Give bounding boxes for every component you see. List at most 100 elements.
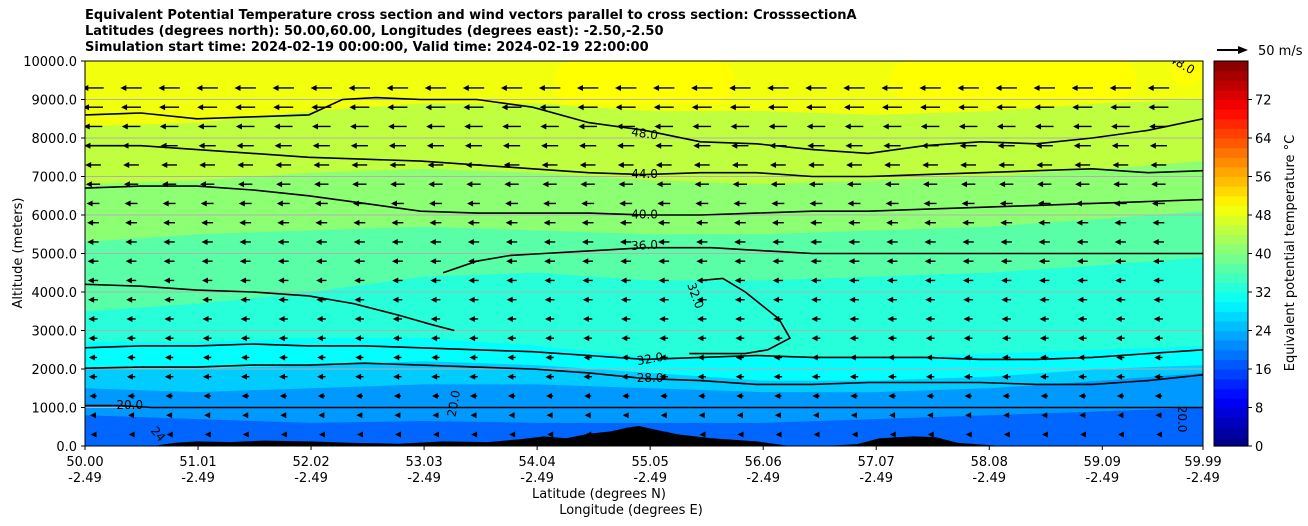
wind-vector-head	[1115, 296, 1122, 303]
wind-vector-head	[1079, 412, 1086, 419]
wind-vector-head	[203, 392, 210, 399]
contour-label: 40.0	[631, 208, 658, 222]
wind-vector-head	[774, 392, 781, 399]
wind-vector-head	[1155, 412, 1162, 419]
wind-vector-head	[505, 238, 512, 245]
wind-vector-head	[165, 392, 172, 399]
wind-vector-head	[430, 315, 437, 322]
wind-vector-head	[201, 238, 208, 245]
wind-vector-head	[238, 200, 245, 207]
wind-vector-head	[1153, 258, 1160, 265]
wind-vector-head	[1147, 84, 1154, 91]
wind-vector-head	[279, 354, 286, 361]
wind-vector-head	[995, 84, 1002, 91]
wind-vector-head	[767, 104, 774, 111]
wind-vector-head	[695, 200, 702, 207]
wind-vector-head	[887, 373, 894, 380]
wind-vector-head	[543, 219, 550, 226]
wind-vector-head	[849, 315, 856, 322]
colorbar-level	[1214, 176, 1248, 187]
wind-vector-head	[622, 412, 629, 419]
wind-vector-head	[620, 258, 627, 265]
wind-vector-head	[844, 123, 851, 130]
wind-vector-head	[353, 219, 360, 226]
quiver-key: 50 m/s	[1217, 44, 1303, 59]
wind-vector-head	[811, 315, 818, 322]
wind-vector-head	[773, 315, 780, 322]
wind-vector-head	[87, 277, 94, 284]
wind-vector-head	[735, 354, 742, 361]
wind-vector-head	[621, 315, 628, 322]
wind-vector-head	[239, 219, 246, 226]
wind-vector-head	[1150, 161, 1157, 168]
wind-vector-head	[887, 315, 894, 322]
wind-vector-head	[543, 238, 550, 245]
y-axis-label: Altitude (meters)	[11, 198, 26, 309]
y-tick-label: 8000.0	[32, 132, 78, 147]
wind-vector-head	[843, 84, 850, 91]
wind-vector-head	[808, 181, 815, 188]
wind-vector-head	[583, 354, 590, 361]
wind-vector-head	[808, 161, 815, 168]
wind-vector-head	[277, 238, 284, 245]
wind-vector-head	[164, 335, 171, 342]
wind-vector-head	[1149, 142, 1156, 149]
wind-vector-head	[545, 392, 552, 399]
wind-vector-head	[202, 373, 209, 380]
wind-vector-head	[87, 238, 94, 245]
wind-vector-head	[164, 373, 171, 380]
x-tick-label-lat: 55.05	[632, 455, 669, 470]
contour-line-20.0	[85, 404, 1203, 409]
wind-vector-head	[812, 392, 819, 399]
wind-vector-head	[691, 84, 698, 91]
wind-vector-head	[658, 258, 665, 265]
wind-vector-head	[849, 296, 856, 303]
wind-vector-head	[1154, 354, 1161, 361]
wind-vector-head	[85, 181, 92, 188]
wind-vector-head	[1077, 296, 1084, 303]
wind-vector-head	[1154, 335, 1161, 342]
wind-vector-head	[920, 104, 927, 111]
wind-vector-head	[467, 200, 474, 207]
x-tick-label-lon: -2.49	[1085, 471, 1119, 486]
wind-vector-head	[310, 84, 317, 91]
contour-label: 36.0	[631, 238, 658, 253]
wind-vector-head	[1003, 431, 1010, 438]
wind-vector-head	[387, 104, 394, 111]
wind-vector-head	[926, 392, 933, 399]
wind-vector-head	[698, 392, 705, 399]
wind-vector-head	[503, 161, 510, 168]
wind-vector-head	[464, 142, 471, 149]
wind-vector-head	[699, 431, 706, 438]
wind-vector-head	[768, 123, 775, 130]
wind-vector-head	[736, 412, 743, 419]
wind-vector-head	[355, 354, 362, 361]
wind-vector-head	[240, 277, 247, 284]
colorbar-level	[1214, 340, 1248, 351]
colorbar-tick-label: 48	[1255, 209, 1272, 224]
colorbar-tick-label: 56	[1255, 171, 1272, 186]
wind-vector-head	[886, 238, 893, 245]
wind-vector-head	[1038, 258, 1045, 265]
wind-vector-head	[202, 277, 209, 284]
wind-vector-head	[1002, 392, 1009, 399]
wind-vector-head	[692, 123, 699, 130]
wind-vector-head	[1113, 200, 1120, 207]
wind-vector-head	[773, 296, 780, 303]
theta-patch-1	[890, 61, 1137, 100]
wind-vector-head	[996, 123, 1003, 130]
wind-vector-head	[621, 373, 628, 380]
wind-vector-head	[734, 296, 741, 303]
x-tick-label-lat: 58.08	[971, 455, 1008, 470]
y-tick-label: 3000.0	[32, 325, 78, 340]
theta-patch-0	[555, 61, 735, 104]
contour-line-44.0	[85, 144, 1203, 178]
wind-vector-head	[659, 335, 666, 342]
wind-vector-head	[539, 104, 546, 111]
contour-line-36.0	[442, 246, 1203, 274]
wind-vector-head	[125, 219, 132, 226]
wind-vector-head	[424, 84, 431, 91]
wind-vector-head	[653, 104, 660, 111]
wind-vector-head	[654, 123, 661, 130]
wind-vector-head	[772, 238, 779, 245]
